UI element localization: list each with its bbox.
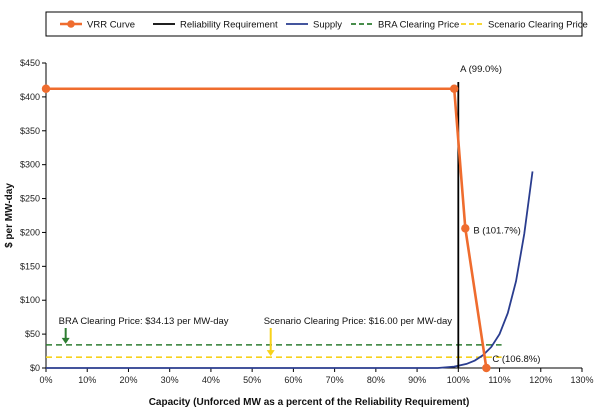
legend-label: VRR Curve [87, 20, 135, 31]
vrr-point-marker [41, 84, 51, 93]
x-tick-label: 100% [447, 375, 470, 385]
x-tick-label: 30% [161, 375, 179, 385]
x-tick-label: 90% [408, 375, 426, 385]
x-axis-title: Capacity (Unforced MW as a percent of th… [149, 397, 470, 408]
vrr-point-label: C (106.8%) [492, 354, 540, 365]
y-tick-label: $0 [30, 363, 40, 373]
y-axis-title: $ per MW-day [4, 183, 15, 248]
annotation-arrow-head [266, 350, 275, 357]
legend-label: Scenario Clearing Price [488, 20, 588, 31]
x-tick-label: 110% [488, 375, 510, 385]
axes: $0 $50 $100 $150 $200 $250 $300 $350 $400 $450 0% 1… [20, 58, 594, 385]
y-tick-label: $100 [20, 295, 40, 305]
legend-label: Reliability Requirement [180, 20, 278, 31]
vrr-point-label: B (101.7%) [473, 225, 521, 236]
y-tick-label: $300 [20, 160, 40, 170]
vrr-point-marker [482, 363, 491, 373]
x-tick-label: 80% [367, 375, 385, 385]
y-tick-label: $250 [20, 194, 40, 204]
x-tick-label: 0% [39, 375, 52, 385]
annotation-arrow-head [61, 337, 70, 344]
legend-box [45, 11, 583, 37]
y-tick-label: $450 [20, 58, 40, 68]
x-tick-label: 20% [119, 375, 137, 385]
y-tick-label: $50 [25, 329, 40, 339]
y-tick-label: $150 [20, 261, 40, 271]
annotations-layer: A (99.0%) B (101.7%) C (106.8%) BRA Clearin… [59, 64, 541, 365]
legend-marker [67, 20, 75, 28]
x-tick-label: 120% [529, 375, 552, 385]
vrr-point-marker [461, 224, 470, 233]
legend-label: BRA Clearing Price [378, 20, 459, 31]
bra-price-annotation: BRA Clearing Price: $34.13 per MW-day [59, 316, 229, 327]
y-tick-label: $400 [20, 92, 40, 102]
vrr-point-marker [449, 84, 459, 93]
x-tick-label: 40% [202, 375, 220, 385]
legend-label: Supply [313, 20, 342, 31]
vrr-point-label: A (99.0%) [460, 64, 502, 75]
supply-curve [46, 171, 534, 369]
scenario-price-annotation: Scenario Clearing Price: $16.00 per MW-d… [264, 316, 453, 327]
x-tick-label: 10% [78, 375, 96, 385]
x-tick-label: 70% [326, 375, 344, 385]
series-layer [41, 81, 534, 373]
y-tick-label: $200 [20, 227, 40, 237]
x-tick-label: 130% [570, 375, 593, 385]
x-tick-label: 60% [284, 375, 302, 385]
y-tick-label: $350 [20, 126, 40, 136]
legend: VRR Curve Reliability Requirement Supply BR… [45, 11, 588, 37]
x-tick-label: 50% [243, 375, 261, 385]
vrr-curve-line [46, 87, 488, 369]
